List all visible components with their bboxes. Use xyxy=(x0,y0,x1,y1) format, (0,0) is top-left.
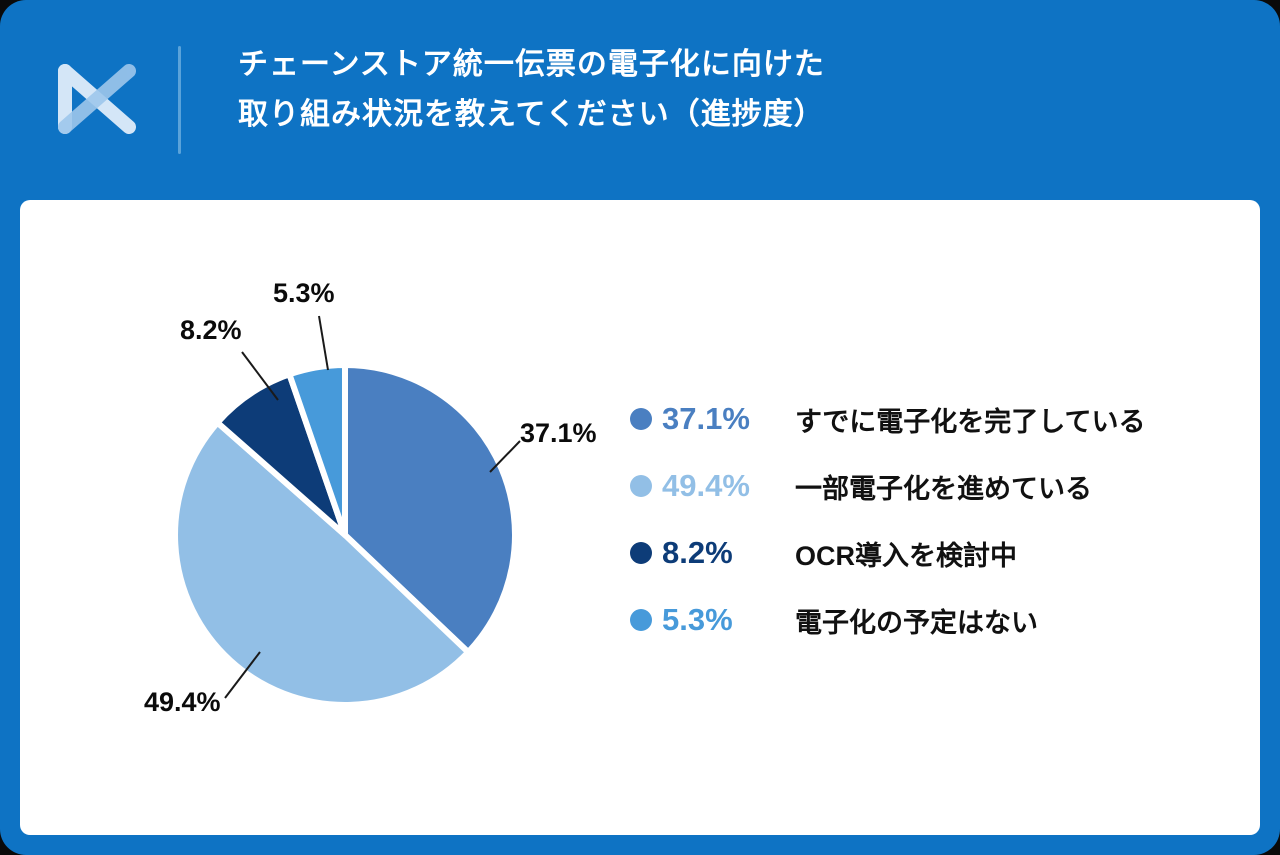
pie-slice-3 xyxy=(286,362,348,538)
pie-slice-1 xyxy=(172,419,472,708)
legend-percent: 37.1% xyxy=(662,401,750,436)
header-divider xyxy=(178,46,181,154)
legend-label: OCR導入を検討中 xyxy=(795,540,1017,571)
legend-label: 一部電子化を進めている xyxy=(795,473,1092,504)
chart-card: 5.3% 8.2% 37.1% 49.4% 37.1% すでに電子化を完了してい… xyxy=(20,200,1260,835)
legend: 37.1% すでに電子化を完了している 49.4% 一部電子化を進めている 8.… xyxy=(630,396,1145,643)
pie-chart xyxy=(172,362,518,708)
legend-dot xyxy=(630,542,652,564)
leader-line-8-2 xyxy=(241,351,279,401)
page-title: チェーンストア統一伝票の電子化に向けた 取り組み状況を教えてください（進捗度） xyxy=(238,40,825,140)
leader-line-5-3 xyxy=(318,315,329,371)
legend-dot xyxy=(630,609,652,631)
leader-line-49-4 xyxy=(224,651,261,699)
pie-slice-0 xyxy=(342,362,518,656)
legend-item: 49.4% 一部電子化を進めている xyxy=(630,463,1145,509)
pie-callout-37-1: 37.1% xyxy=(520,418,597,448)
legend-label: すでに電子化を完了している xyxy=(795,406,1146,437)
pie-chart-svg xyxy=(172,315,521,708)
legend-dot xyxy=(630,475,652,497)
legend-percent: 8.2% xyxy=(662,535,733,570)
pie-callout-8-2: 8.2% xyxy=(180,315,242,345)
pie-callout-5-3: 5.3% xyxy=(273,278,335,308)
leader-line-37-1 xyxy=(489,440,521,473)
legend-label: 電子化の予定はない xyxy=(795,607,1038,638)
pie-callout-49-4: 49.4% xyxy=(144,687,221,717)
legend-item: 5.3% 電子化の予定はない xyxy=(630,597,1145,643)
legend-percent: 49.4% xyxy=(662,468,750,503)
legend-percent: 5.3% xyxy=(662,602,733,637)
page-title-line2: 取り組み状況を教えてください（進捗度） xyxy=(238,98,825,131)
legend-dot xyxy=(630,408,652,430)
header: チェーンストア統一伝票の電子化に向けた 取り組み状況を教えてください（進捗度） xyxy=(0,0,1280,200)
page-title-line1: チェーンストア統一伝票の電子化に向けた xyxy=(238,48,825,81)
brand-logo-icon xyxy=(50,50,146,146)
legend-item: 37.1% すでに電子化を完了している xyxy=(630,396,1145,442)
legend-item: 8.2% OCR導入を検討中 xyxy=(630,530,1145,576)
